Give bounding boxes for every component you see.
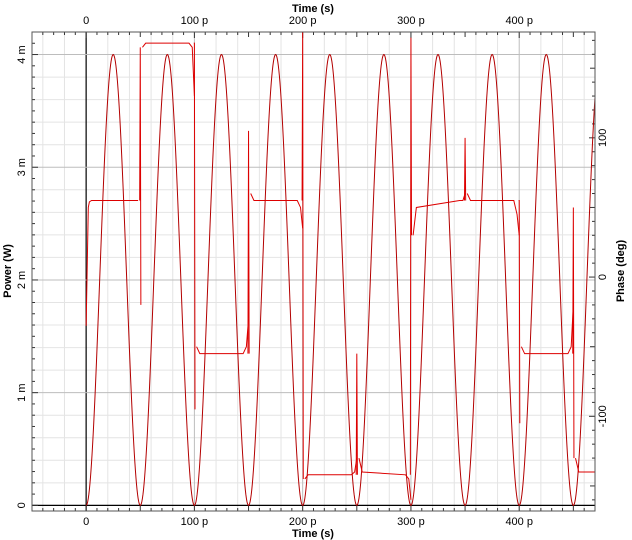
phase-series-segment xyxy=(520,304,574,355)
power-series-line xyxy=(85,53,596,507)
plot-frame xyxy=(31,31,596,512)
phase-spike xyxy=(247,130,250,354)
phase-spike xyxy=(193,42,196,410)
x-tick-label-bottom: 400 p xyxy=(505,516,533,528)
phase-series-segment xyxy=(575,457,595,473)
x-tick-label-bottom: 300 p xyxy=(397,516,425,528)
x-tick-label-top: 400 p xyxy=(505,15,533,27)
x-tick-label-top: 200 p xyxy=(289,15,317,27)
phase-spike xyxy=(463,137,467,201)
x-tick-label-top: 0 xyxy=(83,15,89,27)
y-right-tick-label: 0 xyxy=(597,274,609,280)
x-axis-title-top: Time (s) xyxy=(292,3,334,15)
x-tick-label-top: 300 p xyxy=(397,15,425,27)
x-tick-label-bottom: 100 p xyxy=(181,516,209,528)
phase-series-segment xyxy=(358,457,412,500)
y-left-tick-label: 4 m xyxy=(16,45,28,63)
y-right-tick-label: 100 xyxy=(597,129,609,147)
phase-spike xyxy=(355,353,358,475)
y-left-tick-label: 2 m xyxy=(16,271,28,289)
phase-series-segment xyxy=(412,193,466,236)
x-axis-title-bottom: Time (s) xyxy=(292,528,334,540)
minor-grid xyxy=(32,32,595,511)
x-tick-label-bottom: 200 p xyxy=(289,516,317,528)
phase-series-segment xyxy=(466,193,520,236)
phase-series-segment xyxy=(196,318,250,355)
phase-series-segment xyxy=(304,458,358,480)
phase-spike xyxy=(139,47,142,305)
phase-spike xyxy=(409,37,413,475)
y-left-tick-label: 3 m xyxy=(16,158,28,176)
y-right-axis-title: Phase (deg) xyxy=(615,239,627,302)
x-tick-label-top: 100 p xyxy=(181,15,209,27)
tick-labels: 0 0 100 p 100 p 200 p 200 p 300 p 300 p 400 p 400… xyxy=(16,15,609,528)
phase-spike xyxy=(572,207,575,459)
phase-series-segment xyxy=(250,193,304,229)
y-left-tick-label: 1 m xyxy=(16,383,28,401)
x-tick-label-bottom: 0 xyxy=(83,516,89,528)
phase-spike xyxy=(518,199,521,424)
y-left-tick-label: 0 xyxy=(16,502,28,508)
y-right-tick-label: -100 xyxy=(597,405,609,427)
y-left-axis-title: Power (W) xyxy=(2,244,14,298)
phase-series-segment xyxy=(142,42,195,97)
plot-background xyxy=(32,32,595,511)
phase-series-segment xyxy=(85,199,139,326)
